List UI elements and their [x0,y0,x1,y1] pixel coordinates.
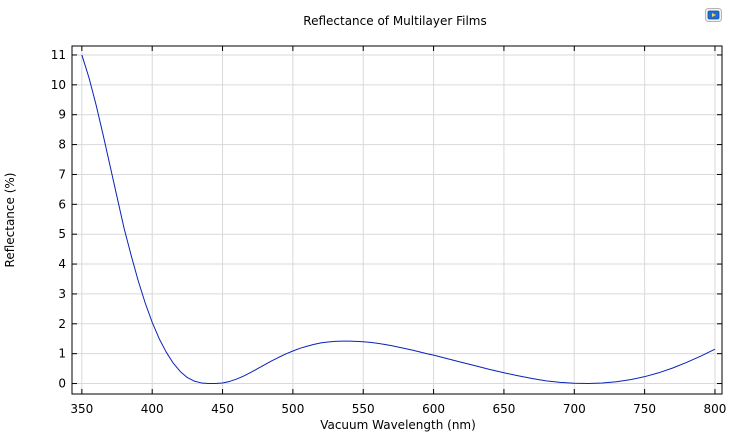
x-tick-label: 550 [352,402,375,416]
x-tick-label: 450 [211,402,234,416]
y-tick-label: 9 [58,108,66,122]
reflectance-line [81,54,716,385]
chart-title: Reflectance of Multilayer Films [303,14,486,28]
y-tick-label: 6 [58,197,66,211]
y-tick-label: 5 [58,227,66,241]
x-tick-label: 400 [141,402,164,416]
y-tick-label: 4 [58,257,66,271]
x-tick-label: 650 [492,402,515,416]
x-tick-label: 350 [70,402,93,416]
x-tick-label: 750 [633,402,656,416]
x-tick-label: 500 [281,402,304,416]
y-tick-label: 10 [51,78,66,92]
y-tick-label: 2 [58,317,66,331]
snapshot-icon[interactable] [705,8,722,22]
y-tick-label: 7 [58,167,66,181]
y-tick-label: 3 [58,287,66,301]
x-tick-label: 700 [563,402,586,416]
y-tick-label: 1 [58,347,66,361]
series [81,54,716,385]
plot-area [71,45,723,395]
y-tick-label: 11 [51,48,66,62]
x-tick-label: 600 [422,402,445,416]
x-tick-label: 800 [704,402,727,416]
y-axis-title: Reflectance (%) [3,173,17,268]
y-tick-label: 8 [58,138,66,152]
grid [72,46,722,394]
x-axis-title: Vacuum Wavelength (nm) [320,418,476,432]
ticks: 350 400 450 500 550 600 650 700 750 800 0 1 2 3 4 5 6 7 8 9… [51,46,727,416]
y-tick-label: 0 [58,377,66,391]
